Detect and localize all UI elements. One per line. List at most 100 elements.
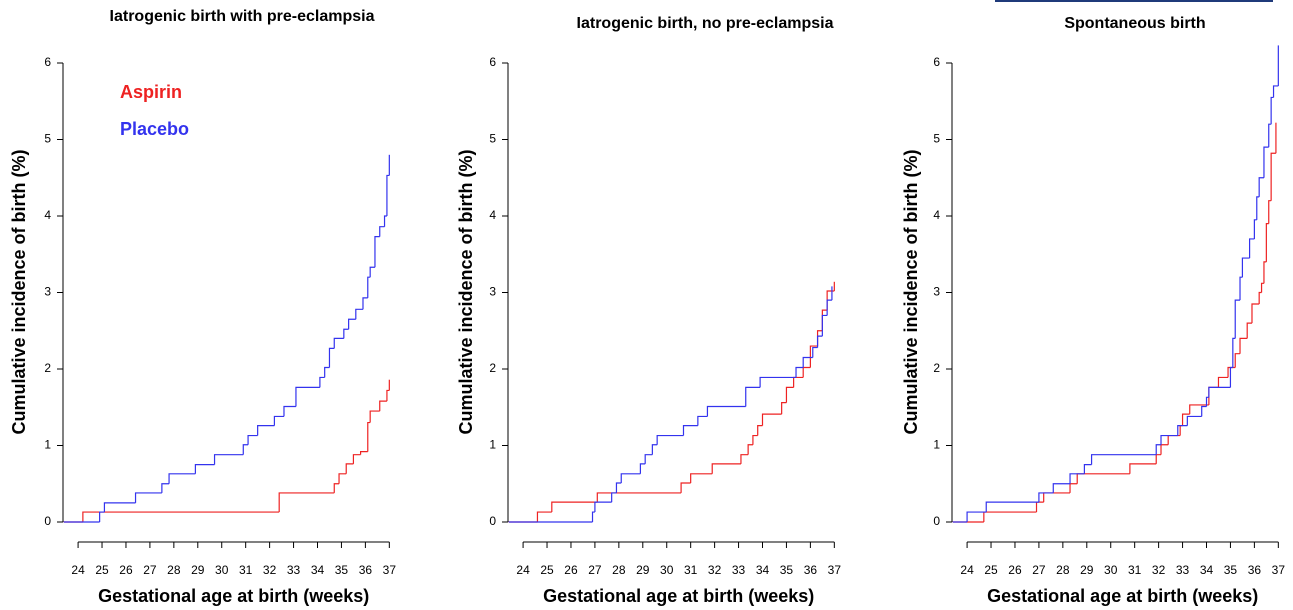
step-segment [809,345,818,368]
step-segment [168,473,196,484]
x-tick-label: 24 [71,563,85,577]
step-segment [591,511,595,522]
y-tick-label: 6 [44,55,51,69]
step-line [508,281,835,523]
step-segment [1043,492,1071,503]
step-segment [1248,238,1255,259]
y-tick-label: 4 [933,208,940,222]
step-segment [379,400,387,412]
step-line [63,379,390,523]
step-segment [283,405,296,417]
step-segment [1155,444,1162,455]
x-tick-label: 29 [636,563,650,577]
x-tick-label: 37 [1272,563,1286,577]
step-segment [1272,85,1279,98]
chart-title: Spontaneous birth [1064,15,1205,32]
step-segment [379,226,385,237]
x-tick-label: 29 [1080,563,1094,577]
step-segment [1181,413,1190,426]
step-line [952,45,1279,523]
step-segment [1186,415,1202,426]
y-tick-label: 0 [44,514,51,528]
legend-entry: Aspirin [120,82,182,102]
step-segment [706,405,746,417]
y-tick-label: 3 [933,285,940,299]
step-segment [242,444,249,455]
step-segment [536,511,552,522]
legend-entry: Placebo [120,119,189,139]
x-tick-label: 30 [215,563,229,577]
step-segment [1260,282,1264,293]
x-tick-label: 30 [660,563,674,577]
step-segment [1268,123,1272,148]
step-segment [1177,425,1188,436]
step-segment [161,483,170,493]
step-segment [1234,299,1241,339]
x-tick-label: 30 [1104,563,1118,577]
x-tick-label: 33 [287,563,301,577]
y-tick-label: 6 [933,55,940,69]
step-segment [747,444,753,455]
step-segment [821,314,828,337]
y-tick-label: 2 [44,361,51,375]
step-segment [596,492,682,503]
step-segment [386,389,390,402]
step-segment [826,299,832,316]
step-line [508,286,833,523]
x-tick-label: 28 [167,563,181,577]
step-segment [247,434,258,445]
step-segment [615,482,622,493]
step-segment [1069,483,1078,493]
step-segment [1160,444,1169,455]
x-tick-label: 28 [1056,563,1070,577]
y-axis-label: Cumulative incidence of birth (%) [9,149,29,434]
x-tick-label: 32 [1152,563,1166,577]
step-segment [680,482,691,493]
step-segment [966,511,987,522]
step-segment [338,473,347,484]
x-tick-label: 31 [684,563,698,577]
step-segment [355,308,363,320]
step-segment [295,386,320,407]
step-segment [740,454,749,464]
x-tick-label: 32 [263,563,277,577]
step-segment [795,366,804,378]
step-segment [1229,366,1233,388]
step-segment [343,328,349,339]
x-tick-label: 37 [828,563,842,577]
step-segment [352,454,361,464]
y-tick-label: 4 [489,208,496,222]
step-segment [816,335,823,348]
x-axis-label: Gestational age at birth (weeks) [987,586,1258,606]
step-segment [1052,483,1071,493]
step-segment [367,421,371,452]
x-tick-label: 36 [359,563,373,577]
x-tick-label: 26 [564,563,578,577]
step-segment [273,415,284,426]
x-tick-label: 35 [1224,563,1238,577]
step-segment [1256,196,1260,220]
step-segment [319,376,325,388]
step-segment [1239,276,1243,301]
step-segment [620,473,641,483]
step-segment [711,463,741,474]
step-segment [1090,454,1157,465]
y-axis-label: Cumulative incidence of birth (%) [901,149,921,434]
step-segment [1232,337,1236,368]
step-segment [82,511,280,522]
step-segment [1265,223,1269,262]
step-segment [103,502,136,513]
step-segment [983,511,1037,522]
step-segment [1205,396,1209,407]
step-segment [1258,177,1264,197]
x-tick-label: 26 [1008,563,1022,577]
y-tick-label: 4 [44,208,51,222]
step-segment [1263,146,1269,178]
step-segment [1179,425,1183,436]
step-segment [816,330,823,347]
step-segment [781,402,787,415]
step-segment [1069,473,1085,484]
x-axis-label: Gestational age at birth (weeks) [543,586,814,606]
step-segment [1263,261,1267,284]
step-segment [1251,303,1260,324]
